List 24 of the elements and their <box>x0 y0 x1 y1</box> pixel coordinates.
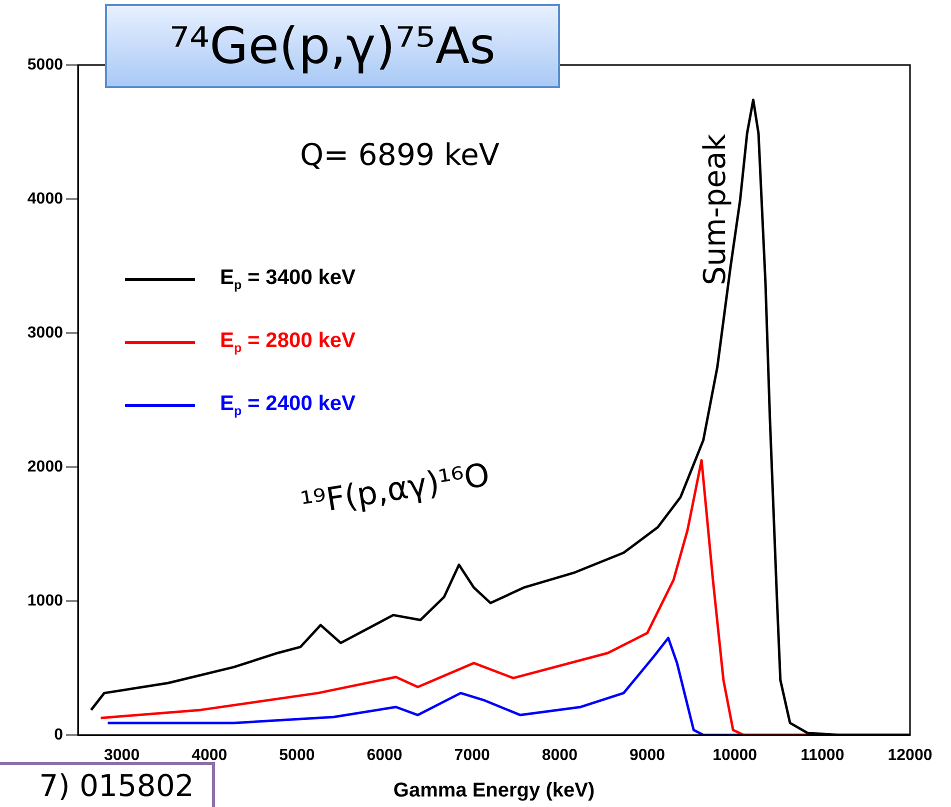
x-tick-label: 6000 <box>366 747 402 764</box>
x-tick-label: 9000 <box>629 747 666 764</box>
x-axis-title: Gamma Energy (keV) <box>393 780 595 802</box>
annotation: Q= 6899 keV <box>300 138 500 173</box>
x-tick-label: 10000 <box>712 747 758 764</box>
annotation: Sum-peak <box>698 134 734 286</box>
annotation: ¹⁹F(p,αγ)¹⁶O <box>298 455 492 523</box>
x-tick-label: 8000 <box>542 747 578 764</box>
y-tick-label: 2000 <box>27 458 64 476</box>
y-tick-label: 1000 <box>27 592 64 610</box>
y-tick-label: 3000 <box>27 324 64 342</box>
x-tick-label: 5000 <box>279 747 315 764</box>
x-tick-label: 3000 <box>104 747 140 764</box>
legend-label: E$_{p}$ = 3400 keV <box>220 266 356 293</box>
x-tick-label: 12000 <box>888 747 932 764</box>
x-tick-label: 11000 <box>800 747 844 764</box>
y-tick-label: 5000 <box>27 56 64 74</box>
y-tick-label: 0 <box>54 726 64 744</box>
y-tick-label: 4000 <box>27 190 64 208</box>
x-tick-label: 4000 <box>192 747 228 764</box>
legend-label: E$_{p}$ = 2400 keV <box>220 392 356 419</box>
legend-label: E$_{p}$ = 2800 keV <box>220 329 356 356</box>
chart-title: ⁷⁴Ge(p,γ)⁷⁵As <box>105 4 560 88</box>
x-tick-label: 7000 <box>454 747 490 764</box>
